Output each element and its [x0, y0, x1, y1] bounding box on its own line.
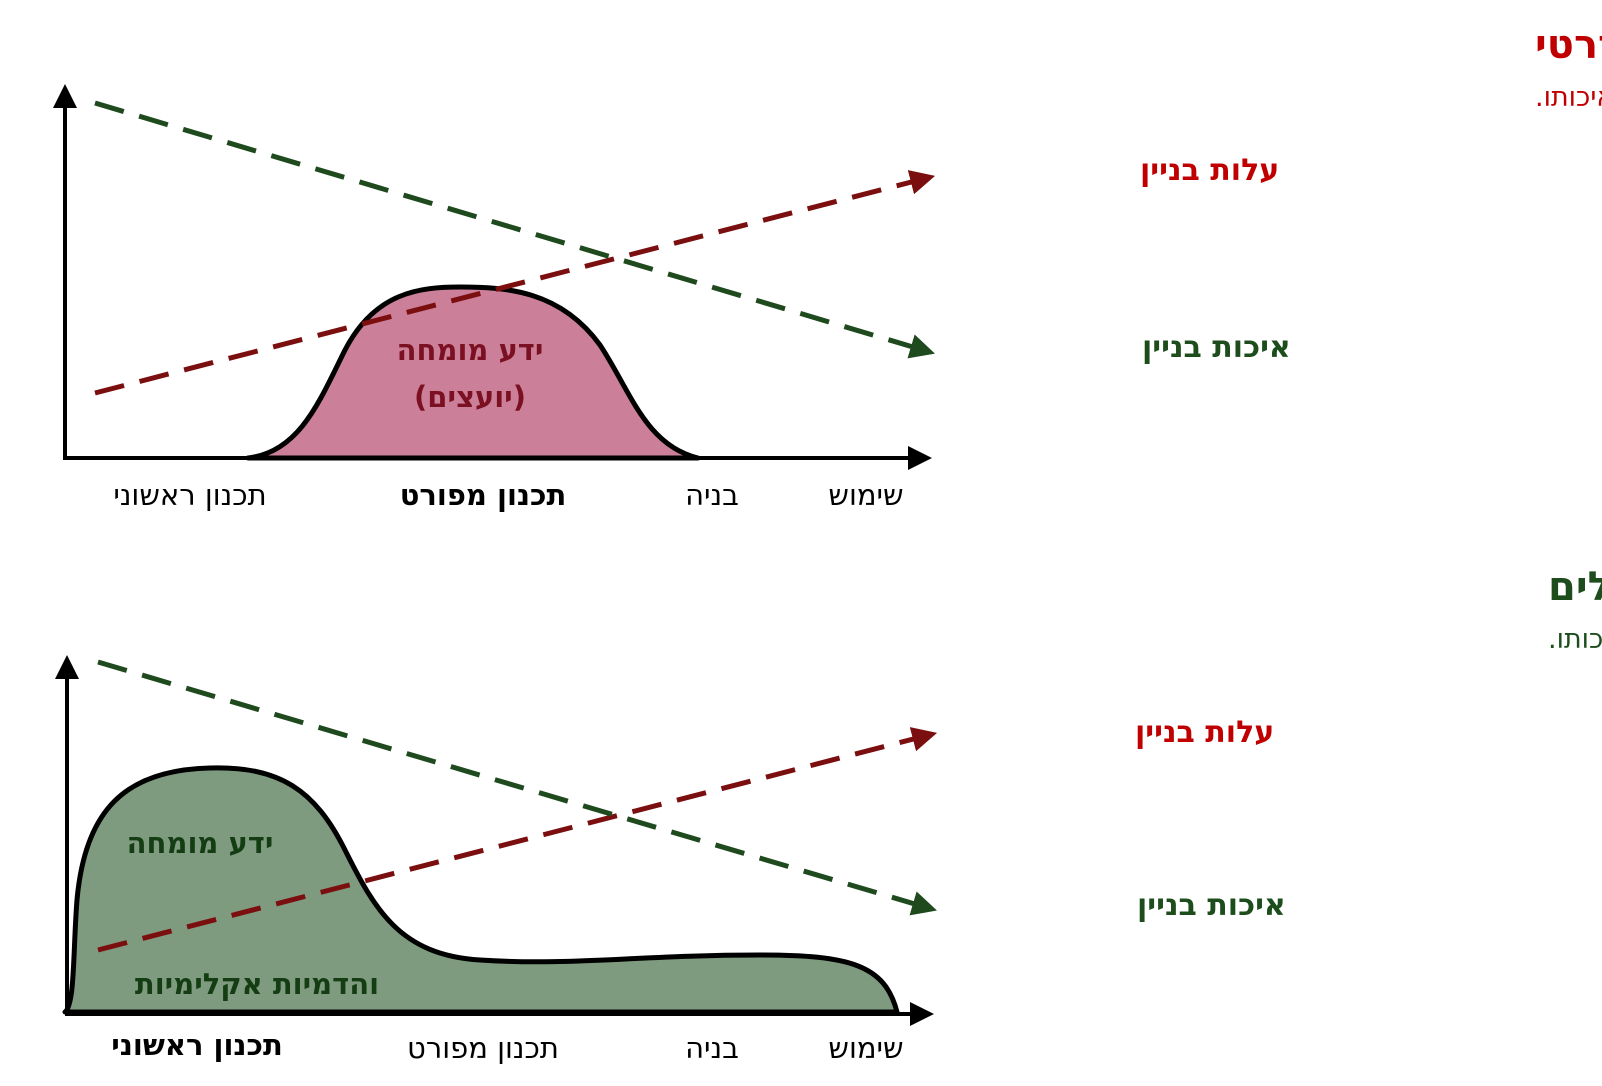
building-quality-label: איכות בניין	[1142, 330, 1291, 365]
blob-label-line1: ידע מומחה	[127, 826, 274, 860]
phase-usage: שימוש	[828, 478, 903, 512]
phase-preliminary-design: תכנון ראשוני	[113, 478, 266, 512]
panel-subtitle: שילוב ידע מומחה (יועצים) בשלב תכנון מפור…	[1535, 82, 1602, 113]
blob-label-line2: והדמיות אקלימיות	[135, 967, 379, 1001]
panel-title: תהליך סטנדרטי	[1535, 22, 1602, 68]
panel-subtitle: שילוב ידע מומחה (עצמי) עוד בשלב התכנון ה…	[1548, 624, 1602, 655]
panel-title: תהליך אקו אדריכלים	[1548, 564, 1602, 610]
phase-usage: שימוש	[828, 1031, 903, 1065]
expert-knowledge-blob	[248, 287, 698, 458]
building-quality-label: איכות בניין	[1137, 888, 1286, 923]
panel-eco-architects: תהליך אקו אדריכלים שילוב ידע מומחה (עצמי…	[65, 564, 1602, 1065]
phase-detailed-design: תכנון מפורט	[407, 1031, 559, 1065]
phase-construction: בניה	[685, 1031, 739, 1065]
blob-label-line2: (יועצים)	[414, 380, 526, 414]
blob-label-line1: ידע מומחה	[397, 333, 544, 367]
panel-standard: תהליך סטנדרטי שילוב ידע מומחה (יועצים) ב…	[63, 22, 1602, 512]
phase-detailed-design: תכנון מפורט	[400, 478, 567, 512]
phase-preliminary-design: תכנון ראשוני	[111, 1028, 283, 1062]
building-cost-label: עלות בניין	[1135, 715, 1274, 750]
phase-construction: בניה	[685, 478, 739, 512]
building-cost-label: עלות בניין	[1140, 153, 1279, 188]
